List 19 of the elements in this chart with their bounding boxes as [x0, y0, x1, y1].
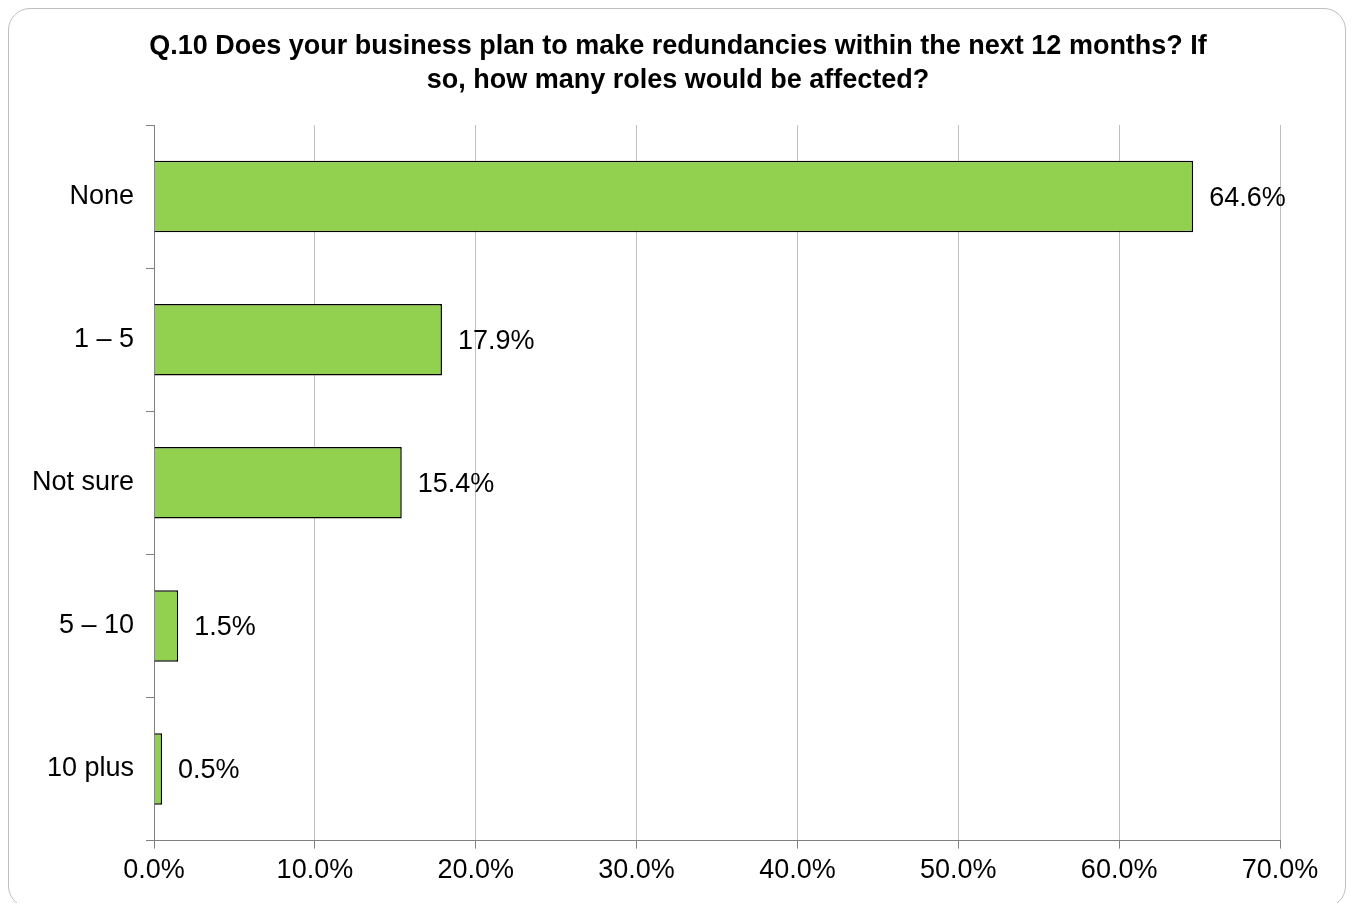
x-tick-label: 60.0% — [1080, 854, 1158, 885]
y-tick-label: 1 – 5 — [73, 323, 135, 354]
y-tick-label: None — [69, 180, 135, 211]
y-tick-label: 10 plus — [46, 752, 135, 783]
data-label: 0.5% — [178, 754, 240, 785]
data-label: 15.4% — [417, 468, 495, 499]
data-label: 17.9% — [457, 325, 535, 356]
x-tick-label: 0.0% — [123, 854, 185, 885]
y-tick-label: Not sure — [31, 466, 135, 497]
data-label: 1.5% — [194, 611, 256, 642]
y-tick-label: 5 – 10 — [58, 609, 135, 640]
x-tick-label: 30.0% — [598, 854, 675, 885]
x-tick-label: 50.0% — [920, 854, 997, 885]
x-tick-label: 20.0% — [437, 854, 515, 885]
x-tick-label: 70.0% — [1241, 854, 1319, 885]
x-tick-label: 10.0% — [276, 854, 354, 885]
data-label: 64.6% — [1209, 182, 1286, 213]
x-tick-label: 40.0% — [759, 854, 836, 885]
chart-title: Q.10 Does your business plan to make redundancies within the next 12 months? If so, how many roles would be affected? — [148, 29, 1208, 96]
